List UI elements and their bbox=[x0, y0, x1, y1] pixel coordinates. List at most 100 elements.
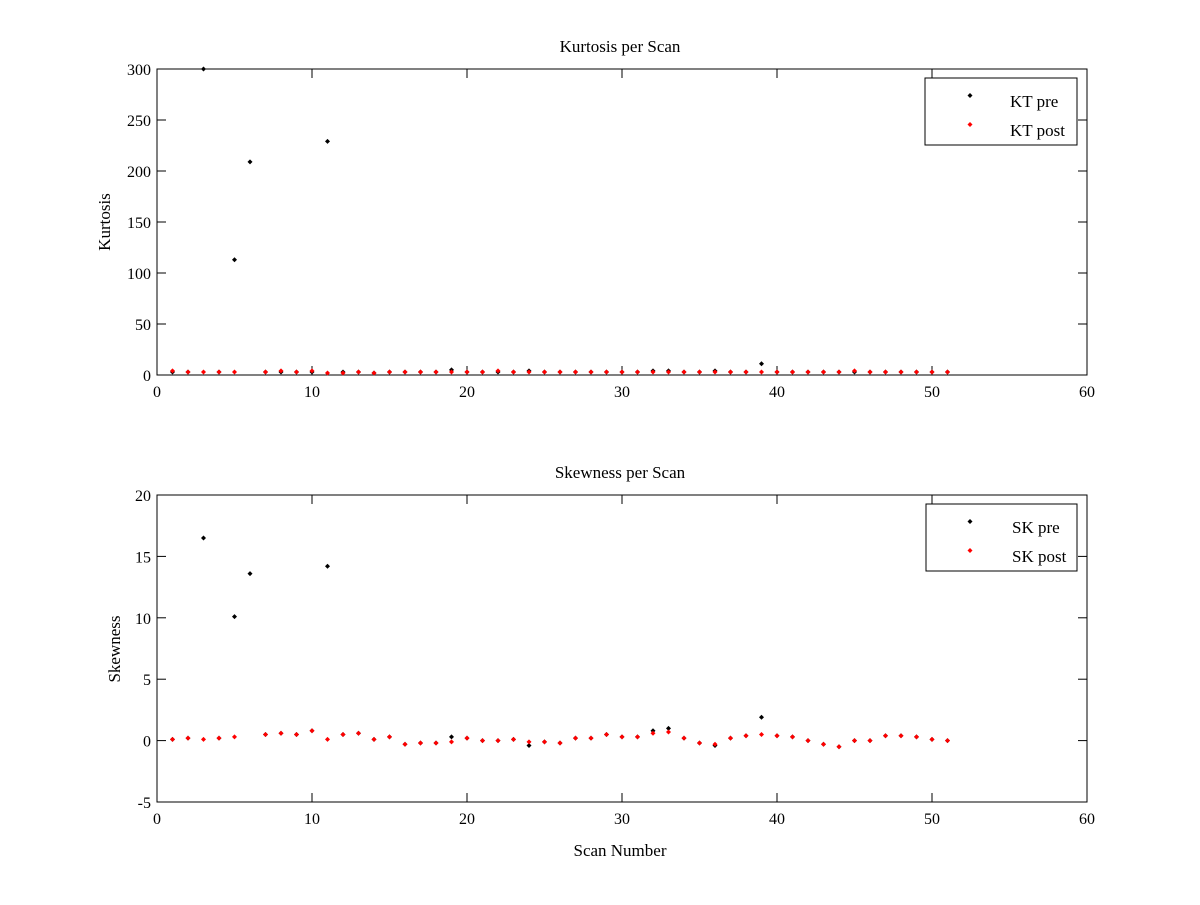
data-point-post bbox=[325, 736, 330, 742]
y-tick-label: 10 bbox=[135, 611, 151, 628]
data-point-post bbox=[712, 369, 718, 375]
x-tick-label: 20 bbox=[459, 384, 475, 401]
data-point-post bbox=[635, 734, 640, 740]
data-point-post bbox=[526, 739, 532, 745]
skewness-subplot: Skewness per Scan Skewness Scan Number 0… bbox=[105, 463, 1095, 860]
legend-label-post: KT post bbox=[1010, 121, 1065, 140]
legend-marker-post bbox=[967, 548, 973, 553]
data-point-post bbox=[340, 731, 346, 737]
data-point-pre bbox=[201, 66, 206, 72]
data-point-post bbox=[433, 740, 439, 746]
legend-marker-post bbox=[967, 122, 973, 127]
data-point-post bbox=[914, 369, 919, 375]
data-point-post bbox=[232, 734, 237, 740]
y-tick-label: 20 bbox=[135, 488, 151, 505]
data-point-post bbox=[898, 733, 904, 739]
data-point-post bbox=[759, 731, 764, 737]
data-point-post bbox=[309, 368, 315, 374]
y-tick-label: 200 bbox=[127, 164, 151, 181]
data-point-post bbox=[418, 369, 423, 375]
data-point-post bbox=[650, 730, 656, 736]
data-point-post bbox=[604, 369, 609, 375]
data-point-post bbox=[929, 369, 935, 375]
data-point-post bbox=[387, 369, 392, 375]
legend-marker-pre bbox=[967, 93, 973, 98]
data-point-post bbox=[201, 369, 206, 375]
y-tick-label: 300 bbox=[127, 62, 151, 79]
data-point-post bbox=[743, 733, 749, 739]
data-point-post bbox=[573, 369, 578, 375]
x-tick-label: 10 bbox=[304, 811, 320, 828]
data-point-pre bbox=[449, 734, 454, 740]
data-point-post bbox=[914, 734, 919, 740]
x-tick-label: 40 bbox=[769, 811, 785, 828]
data-point-post bbox=[340, 370, 346, 376]
data-point-post bbox=[418, 740, 423, 746]
data-point-pre bbox=[759, 714, 764, 720]
legend-box bbox=[925, 503, 1078, 572]
data-point-post bbox=[232, 369, 237, 375]
y-tick-label: 50 bbox=[135, 317, 151, 334]
data-point-post bbox=[867, 369, 873, 375]
data-point-post bbox=[836, 744, 842, 750]
plot-area: 0 10 20 30 40 50 60 0 50 100 150 200 250 300 bbox=[127, 62, 1095, 401]
data-point-post bbox=[356, 730, 361, 736]
data-point-post bbox=[821, 369, 826, 375]
data-point-post bbox=[449, 369, 454, 375]
data-point-post bbox=[728, 735, 733, 741]
data-point-post bbox=[790, 369, 795, 375]
y-tick-label: 5 bbox=[143, 672, 151, 689]
data-point-post bbox=[557, 369, 563, 375]
x-tick-label: 50 bbox=[924, 811, 940, 828]
data-point-post bbox=[697, 740, 702, 746]
y-axis-label: Kurtosis bbox=[95, 193, 114, 251]
data-point-post bbox=[185, 735, 191, 741]
data-point-pre bbox=[201, 535, 206, 541]
data-point-post bbox=[356, 369, 361, 375]
legend: KT pre KT post bbox=[924, 77, 1078, 146]
data-point-pre bbox=[325, 138, 330, 144]
y-tick-label: 100 bbox=[127, 266, 151, 283]
data-point-post bbox=[774, 369, 780, 375]
data-point-post bbox=[867, 738, 873, 744]
data-point-post bbox=[573, 735, 578, 741]
data-point-post bbox=[635, 369, 640, 375]
data-point-post bbox=[402, 741, 408, 747]
legend-label-post: SK post bbox=[1012, 547, 1067, 566]
data-point-post bbox=[619, 734, 625, 740]
data-point-post bbox=[371, 736, 377, 742]
x-tick-label: 0 bbox=[153, 384, 161, 401]
y-tick-label: -5 bbox=[138, 795, 151, 812]
data-point-post bbox=[542, 739, 547, 745]
y-tick-label: 0 bbox=[143, 368, 151, 385]
data-point-post bbox=[728, 369, 733, 375]
data-point-post bbox=[464, 369, 470, 375]
data-point-post bbox=[495, 368, 501, 374]
data-point-post bbox=[170, 368, 175, 374]
data-point-post bbox=[278, 730, 284, 736]
data-point-post bbox=[433, 369, 439, 375]
legend-label-pre: KT pre bbox=[1010, 92, 1058, 111]
data-point-post bbox=[480, 369, 485, 375]
data-point-pre bbox=[526, 743, 532, 749]
data-point-post bbox=[387, 734, 392, 740]
x-tick-label: 60 bbox=[1079, 384, 1095, 401]
x-tick-label: 60 bbox=[1079, 811, 1095, 828]
data-point-post bbox=[216, 735, 222, 741]
data-point-post bbox=[898, 369, 904, 375]
data-point-post bbox=[526, 369, 532, 375]
data-point-pre bbox=[247, 571, 253, 577]
data-point-post bbox=[852, 368, 857, 374]
chart-title: Skewness per Scan bbox=[555, 463, 686, 482]
data-point-post bbox=[542, 369, 547, 375]
x-tick-label: 20 bbox=[459, 811, 475, 828]
data-point-post bbox=[495, 738, 501, 744]
x-tick-label: 0 bbox=[153, 811, 161, 828]
data-point-post bbox=[945, 369, 950, 375]
data-point-pre bbox=[247, 159, 253, 165]
x-axis-label: Scan Number bbox=[573, 841, 666, 860]
data-point-post bbox=[619, 369, 625, 375]
